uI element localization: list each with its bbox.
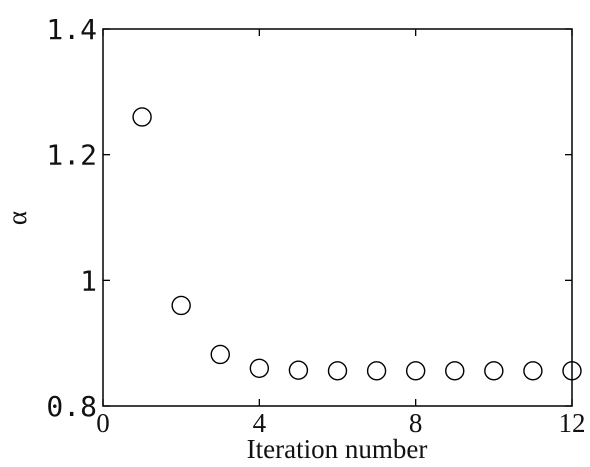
x-axis-label: Iteration number [247,434,428,464]
data-point [249,358,270,378]
data-point [523,361,543,381]
x-tick-label: 8 [409,408,423,438]
data-point [445,361,465,381]
data-point [327,361,348,381]
tick-marks [102,28,573,407]
y-axis-label: α [2,211,32,225]
data-point [366,361,387,381]
y-tick-label: 1.4 [46,13,97,46]
x-tick-labels: 0 4 8 12 [96,408,585,438]
x-tick-label: 4 [253,408,267,438]
data-point [210,344,230,365]
data-point [288,360,309,380]
x-tick-label: 12 [559,408,586,438]
y-tick-label: 1 [80,264,97,297]
y-tick-label: 1.2 [46,139,97,172]
data-point [484,361,504,381]
y-tick-label: 0.8 [46,390,97,423]
y-tick-labels: 0.8 1 1.2 1.4 [46,13,97,423]
data-points [132,107,582,381]
plot-frame [102,28,573,407]
data-point [405,361,426,381]
data-point [132,107,152,127]
data-point [171,295,191,316]
x-tick-label: 0 [96,408,110,438]
